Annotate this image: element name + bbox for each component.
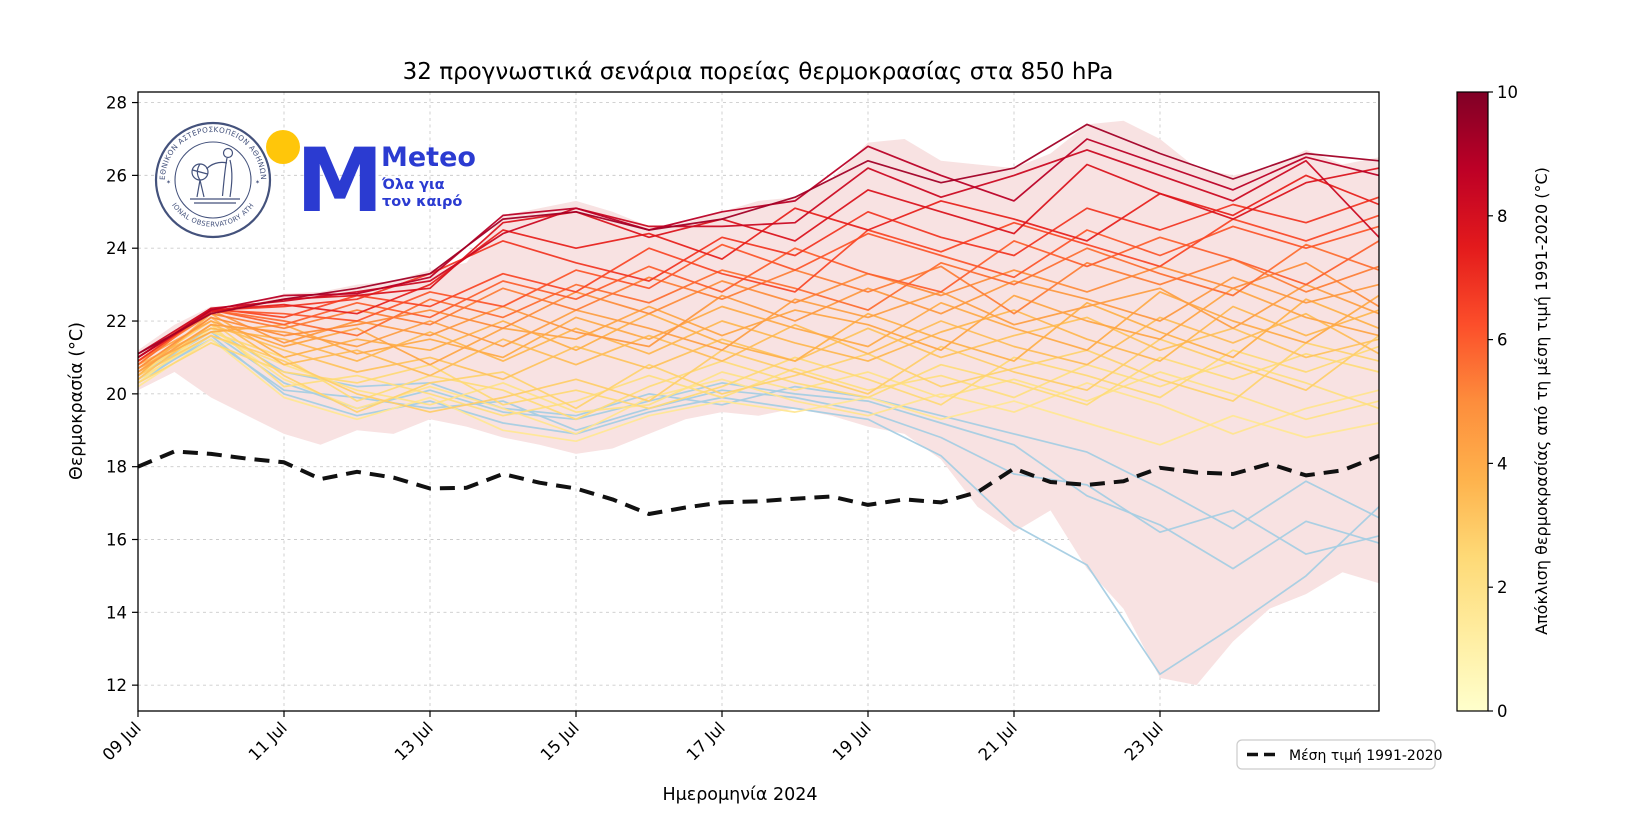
colorbar — [1456, 91, 1489, 712]
ensemble-member-line — [137, 291, 1380, 370]
colorbar-label: Απόκλιση θερμοκρασίας από τη μέση τιμή 1… — [1532, 167, 1551, 635]
noa-seal-star-right-icon: ✶ — [255, 179, 260, 186]
ensemble-member-line — [137, 316, 1380, 381]
plot-border — [137, 91, 1380, 712]
y-tick-label: 24 — [106, 239, 127, 258]
y-tick-label: 26 — [106, 166, 127, 185]
ensemble-member-line — [137, 163, 1380, 359]
ensemble-member-line — [137, 123, 1380, 355]
y-tick-label: 12 — [106, 676, 127, 695]
climatology-layer — [137, 449, 1380, 516]
y-tick-label: 18 — [106, 458, 127, 477]
y-tick-label: 22 — [106, 312, 127, 331]
ensemble-member-line — [137, 327, 1380, 435]
colorbar-layer: 0 2 4 6 8 10 — [1456, 83, 1518, 721]
colorbar-tick-label: 6 — [1497, 331, 1508, 350]
noa-seal-star-left-icon: ✶ — [166, 179, 171, 186]
climatology-mean-line — [137, 449, 1380, 516]
legend-label: Μέση τιμή 1991-2020 — [1289, 748, 1443, 764]
ensemble-member-line — [137, 298, 1380, 377]
y-tick-label: 28 — [106, 94, 127, 113]
y-tick-label: 14 — [106, 603, 127, 622]
x-axis-label: Ημερομηνία 2024 — [662, 785, 817, 805]
x-tick-label: 13 Jul — [391, 718, 437, 764]
meteo-wordmark: Meteo — [381, 142, 476, 173]
ensemble-member-line — [137, 327, 1380, 530]
ensemble-member-line — [137, 261, 1380, 370]
chart-title: 32 προγνωστικά σενάρια πορείας θερμοκρασ… — [403, 59, 1114, 85]
x-tick-label: 23 Jul — [1121, 718, 1167, 764]
ensemble-member-line — [137, 214, 1380, 359]
noa-seal-inner-ring — [174, 141, 252, 219]
ensemble-member-line — [137, 225, 1380, 362]
meteo-m-icon: M — [296, 129, 384, 232]
ensemble-member-line — [137, 138, 1380, 359]
colorbar-tick-label: 0 — [1497, 702, 1508, 721]
colorbar-tick-label: 4 — [1497, 454, 1508, 473]
legend: Μέση τιμή 1991-2020 — [1236, 739, 1443, 770]
x-tick-label: 11 Jul — [245, 718, 291, 764]
meteo-logo: M Meteo Όλα για τον καιρό — [266, 129, 476, 232]
ensemble-member-line — [137, 287, 1380, 366]
legend-box — [1236, 739, 1436, 770]
x-tick-label: 19 Jul — [829, 718, 875, 764]
ensemble-member-line — [137, 334, 1380, 676]
ensemble-member-line — [137, 283, 1380, 373]
ensemble-member-line — [137, 312, 1380, 377]
ensemble-member-line — [137, 305, 1380, 366]
colorbar-tick-label: 8 — [1497, 207, 1508, 226]
ensemble-member-line — [137, 338, 1380, 555]
colorbar-tick-label: 2 — [1497, 578, 1508, 597]
y-axis-label: Θερμοκρασία (°C) — [67, 322, 87, 480]
colorbar-tick-label: 10 — [1497, 83, 1518, 102]
ensemble-member-line — [137, 320, 1380, 413]
noa-seal-engraving — [190, 147, 240, 204]
noa-logo: ΕΘΝΙΚΟΝ ΑΣΤΕΡΟΣΚΟΠΕΙΟΝ ΑΘΗΝΩΝ NATIONAL O… — [0, 0, 272, 239]
ensemble-member-line — [137, 258, 1380, 362]
ensemble-member-line — [137, 243, 1380, 366]
ensemble-member-line — [137, 338, 1380, 446]
meteo-sun-dot-icon — [266, 130, 300, 164]
x-tick-label: 09 Jul — [99, 718, 145, 764]
ensemble-member-line — [137, 334, 1380, 421]
meteo-tagline-line1: Όλα για — [381, 177, 445, 193]
y-tick-label: 16 — [106, 531, 127, 550]
ensemble-member-line — [137, 196, 1380, 362]
x-tick-label: 15 Jul — [537, 718, 583, 764]
y-tick-label: 20 — [106, 385, 127, 404]
meteo-tagline-line2: τον καιρό — [382, 194, 462, 210]
ensemble-member-line — [137, 236, 1380, 359]
ensemble-members-layer — [137, 123, 1380, 676]
x-tick-label: 17 Jul — [683, 718, 729, 764]
ensemble-member-line — [137, 334, 1380, 413]
ensemble-member-line — [137, 342, 1380, 410]
noa-seal-outer-ring — [154, 121, 272, 239]
x-tick-label: 21 Jul — [975, 718, 1021, 764]
ensemble-member-line — [137, 276, 1380, 366]
